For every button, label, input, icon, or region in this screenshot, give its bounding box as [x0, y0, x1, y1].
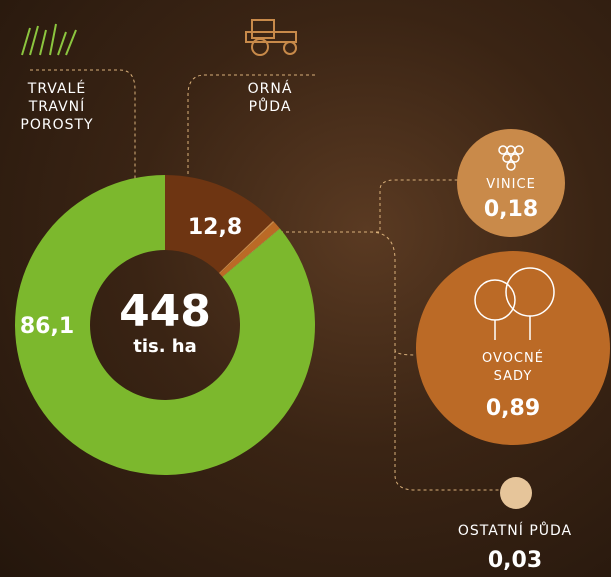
- label-trvale: TRVALÉ TRAVNÍ POROSTY: [20, 81, 94, 133]
- connectors: [30, 69, 500, 491]
- tractor-icon: [245, 19, 297, 56]
- trees-icon: [474, 267, 555, 340]
- label-orna: ORNÁ PŮDA: [247, 81, 293, 115]
- grass-icon: [21, 23, 77, 56]
- slice: [219, 222, 280, 277]
- value-vinice: 0,18: [483, 197, 539, 222]
- vinice-bubble: [457, 129, 565, 237]
- value-trvale: 86,1: [19, 314, 75, 339]
- slice: [222, 228, 280, 277]
- slice: [165, 175, 274, 273]
- grapes-icon: [498, 145, 524, 171]
- label-vinice: VINICE: [486, 177, 536, 192]
- sady-bubble: [416, 251, 610, 445]
- ostatni-bubble: [500, 477, 532, 509]
- value-ostatni: 0,03: [487, 548, 543, 573]
- total-unit: tis. ha: [133, 336, 197, 357]
- total: 448: [119, 286, 211, 337]
- value-sady: 0,89: [485, 396, 541, 421]
- value-orna: 12,8: [187, 215, 243, 240]
- slice: [219, 220, 275, 274]
- label-ostatni: OSTATNÍ PŮDA: [457, 523, 573, 539]
- label-sady: OVOCNÉ SADY: [482, 351, 544, 384]
- slice: [15, 175, 316, 476]
